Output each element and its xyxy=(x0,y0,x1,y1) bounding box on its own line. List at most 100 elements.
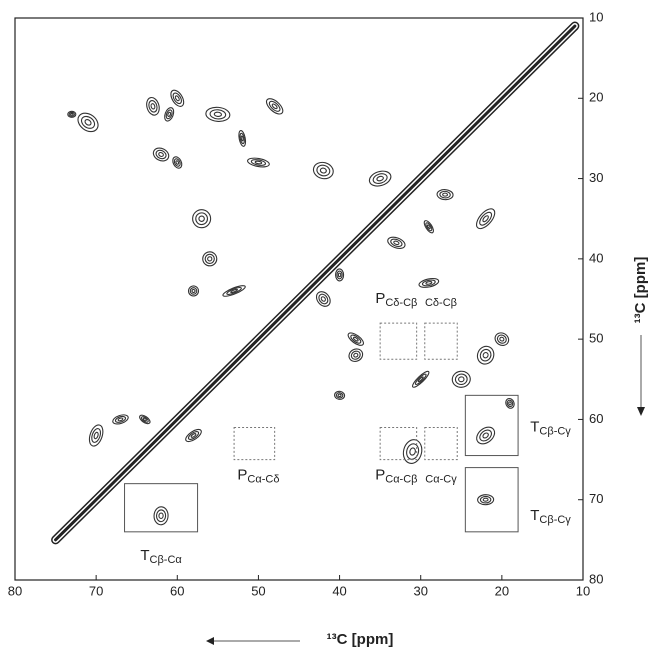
contour-line xyxy=(479,495,492,504)
contour-line xyxy=(172,156,183,169)
contour-line xyxy=(476,426,496,445)
contour-line xyxy=(337,272,342,278)
peak xyxy=(192,209,212,229)
contour-line xyxy=(393,240,400,246)
contour-line xyxy=(475,208,496,230)
y-tick-label: 70 xyxy=(589,491,603,506)
peak xyxy=(185,428,202,443)
annotation-sub: Cβ-Cα xyxy=(150,554,183,566)
contour-line xyxy=(187,431,200,440)
annotation-box xyxy=(124,483,199,533)
contour-line xyxy=(150,103,156,110)
annotation-box xyxy=(424,426,458,461)
contour-line xyxy=(315,291,331,307)
contour-line xyxy=(387,236,406,249)
contour-line xyxy=(265,98,284,115)
contour-line xyxy=(77,112,99,133)
contour-line xyxy=(202,251,218,267)
contour-line xyxy=(496,334,507,344)
contour-line xyxy=(409,447,416,456)
peak xyxy=(451,370,471,388)
contour-line xyxy=(476,345,495,365)
contour-line xyxy=(319,167,327,174)
diagonal-ridge xyxy=(54,24,577,542)
contour-line xyxy=(250,159,267,166)
contour-line xyxy=(190,433,197,438)
annotation-main: T xyxy=(530,418,539,435)
contour-line xyxy=(213,111,222,118)
contour-line xyxy=(320,296,326,302)
contour-line xyxy=(271,103,278,110)
peak xyxy=(477,494,495,506)
contour-line xyxy=(479,348,492,362)
peak xyxy=(170,89,185,107)
contour-line xyxy=(207,256,213,262)
annotation-label: PCα-Cδ xyxy=(237,467,279,486)
contour-line xyxy=(347,332,365,346)
annotation-main: P xyxy=(375,467,385,484)
contour-line xyxy=(153,506,169,526)
y-tick-label: 30 xyxy=(589,170,603,185)
peak xyxy=(238,130,247,147)
x-tick-label: 20 xyxy=(495,583,509,598)
annotation-main: P xyxy=(375,290,385,307)
contour-line xyxy=(142,417,147,422)
contour-line xyxy=(454,373,468,386)
peak xyxy=(247,157,270,168)
contour-line xyxy=(139,414,151,425)
contour-line xyxy=(390,238,403,248)
peak xyxy=(315,291,331,307)
contour-line xyxy=(482,432,489,439)
peak xyxy=(494,332,510,346)
contour-line xyxy=(406,443,420,460)
contour-line xyxy=(158,512,164,520)
contour-line xyxy=(238,130,247,147)
contour-line xyxy=(482,215,489,223)
contour-line xyxy=(93,431,99,440)
peak xyxy=(146,96,160,116)
contour-line xyxy=(67,110,77,118)
contour-line xyxy=(165,109,173,120)
annotation-sub: Cα-Cγ xyxy=(425,474,457,486)
x-tick-label: 50 xyxy=(251,583,265,598)
contour-line xyxy=(494,332,510,346)
peak xyxy=(153,506,169,526)
contour-line xyxy=(91,428,102,443)
contour-line xyxy=(185,428,202,443)
peak xyxy=(368,170,392,187)
peak xyxy=(112,414,129,425)
peak xyxy=(202,251,218,267)
x-arrowhead xyxy=(206,637,214,645)
peak xyxy=(152,147,170,162)
contour-line xyxy=(80,115,96,129)
peak xyxy=(222,285,246,297)
plot-frame xyxy=(14,17,584,581)
contour-line xyxy=(68,111,75,117)
annotation-box xyxy=(379,426,418,461)
contour-line xyxy=(174,95,180,102)
contour-line xyxy=(318,293,329,305)
annotation-sub: Cβ-Cγ xyxy=(539,425,571,437)
peak xyxy=(436,189,454,201)
annotation-label: TCβ-Cα xyxy=(140,547,182,566)
contour-line xyxy=(426,224,431,230)
y-tick-label: 40 xyxy=(589,250,603,265)
contour-line xyxy=(192,209,212,229)
contour-line xyxy=(335,268,345,282)
contour-line xyxy=(439,190,451,199)
peak xyxy=(67,110,77,118)
contour-line xyxy=(372,173,388,184)
contour-line xyxy=(334,390,346,400)
contour-line xyxy=(226,286,242,295)
x-tick-label: 70 xyxy=(89,583,103,598)
peak xyxy=(476,345,495,365)
annotation-label: TCβ-Cγ xyxy=(530,418,571,437)
peak xyxy=(505,397,515,409)
y-arrowhead xyxy=(637,407,645,416)
contour-line xyxy=(198,215,205,222)
contour-line xyxy=(191,288,196,294)
contour-line xyxy=(335,392,344,399)
contour-line xyxy=(88,424,104,447)
